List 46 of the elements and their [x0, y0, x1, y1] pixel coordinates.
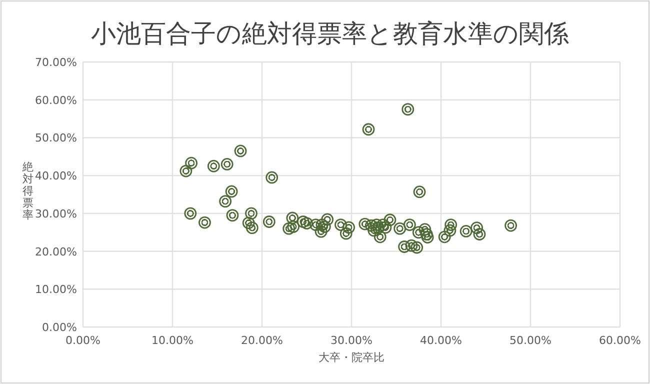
y-axis-title: 絶対得票率 — [22, 160, 34, 222]
y-tick-label: 20.00% — [35, 245, 77, 258]
point — [504, 219, 518, 232]
point — [413, 186, 426, 198]
point — [225, 185, 238, 198]
point — [266, 171, 278, 184]
point — [262, 216, 276, 228]
point — [342, 221, 356, 234]
point — [198, 216, 211, 229]
point — [321, 213, 334, 226]
point — [220, 158, 234, 170]
point — [207, 160, 220, 172]
point — [460, 225, 472, 238]
x-tick-label: 20.00% — [241, 334, 283, 347]
point — [444, 218, 458, 231]
point — [184, 207, 197, 220]
x-tick-label: 60.00% — [599, 334, 641, 347]
point — [403, 218, 416, 231]
point — [185, 156, 198, 170]
point — [287, 220, 300, 233]
chart-title: 小池百合子の絶対得票率と教育水準の関係 — [91, 19, 569, 48]
point — [402, 103, 414, 116]
y-tick-label: 10.00% — [35, 283, 77, 296]
point — [245, 207, 258, 220]
x-tick-label: 10.00% — [152, 334, 194, 347]
y-tick-label: 0.00% — [42, 321, 77, 334]
point — [234, 144, 247, 158]
x-tick-label: 0.00% — [66, 334, 100, 347]
y-tick-label: 70.00% — [35, 56, 77, 69]
y-tick-label: 60.00% — [35, 94, 77, 107]
y-tick-label: 50.00% — [35, 132, 77, 145]
y-tick-label: 40.00% — [35, 170, 77, 183]
point — [410, 241, 424, 254]
point — [362, 123, 375, 136]
x-axis-title: 大卒・院卒比 — [318, 351, 384, 364]
point — [246, 222, 258, 234]
point — [473, 228, 486, 240]
point — [219, 195, 232, 208]
y-tick-label: 30.00% — [35, 207, 77, 220]
point — [226, 209, 239, 222]
x-tick-label: 40.00% — [420, 334, 462, 347]
point — [394, 222, 406, 235]
point — [421, 231, 434, 244]
x-tick-label: 50.00% — [510, 334, 552, 347]
point — [384, 214, 396, 226]
x-tick-label: 30.00% — [330, 334, 372, 347]
